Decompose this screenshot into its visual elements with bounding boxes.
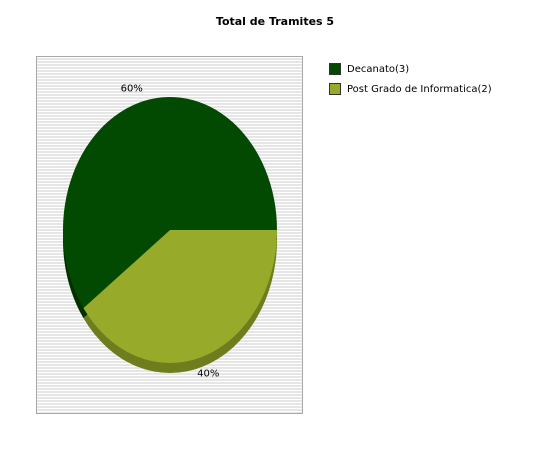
legend-item-post-grado: Post Grado de Informatica(2) [329, 82, 492, 96]
legend-swatch-decanato [329, 63, 341, 75]
pie-labels: 60% 40% [121, 83, 220, 379]
legend-label-post-grado: Post Grado de Informatica(2) [347, 83, 492, 95]
slice-label-post-grado: 40% [197, 369, 219, 380]
chart-title: Total de Tramites 5 [215, 15, 335, 28]
legend-item-decanato: Decanato(3) [329, 62, 492, 76]
pie-slices [62, 96, 277, 363]
slice-label-decanato: 60% [121, 83, 143, 94]
legend-swatch-post-grado [329, 83, 341, 95]
pie-slice-1 [83, 230, 277, 363]
legend: Decanato(3) Post Grado de Informatica(2) [329, 62, 492, 102]
legend-label-decanato: Decanato(3) [347, 63, 410, 75]
pie-slice-0 [62, 96, 277, 309]
